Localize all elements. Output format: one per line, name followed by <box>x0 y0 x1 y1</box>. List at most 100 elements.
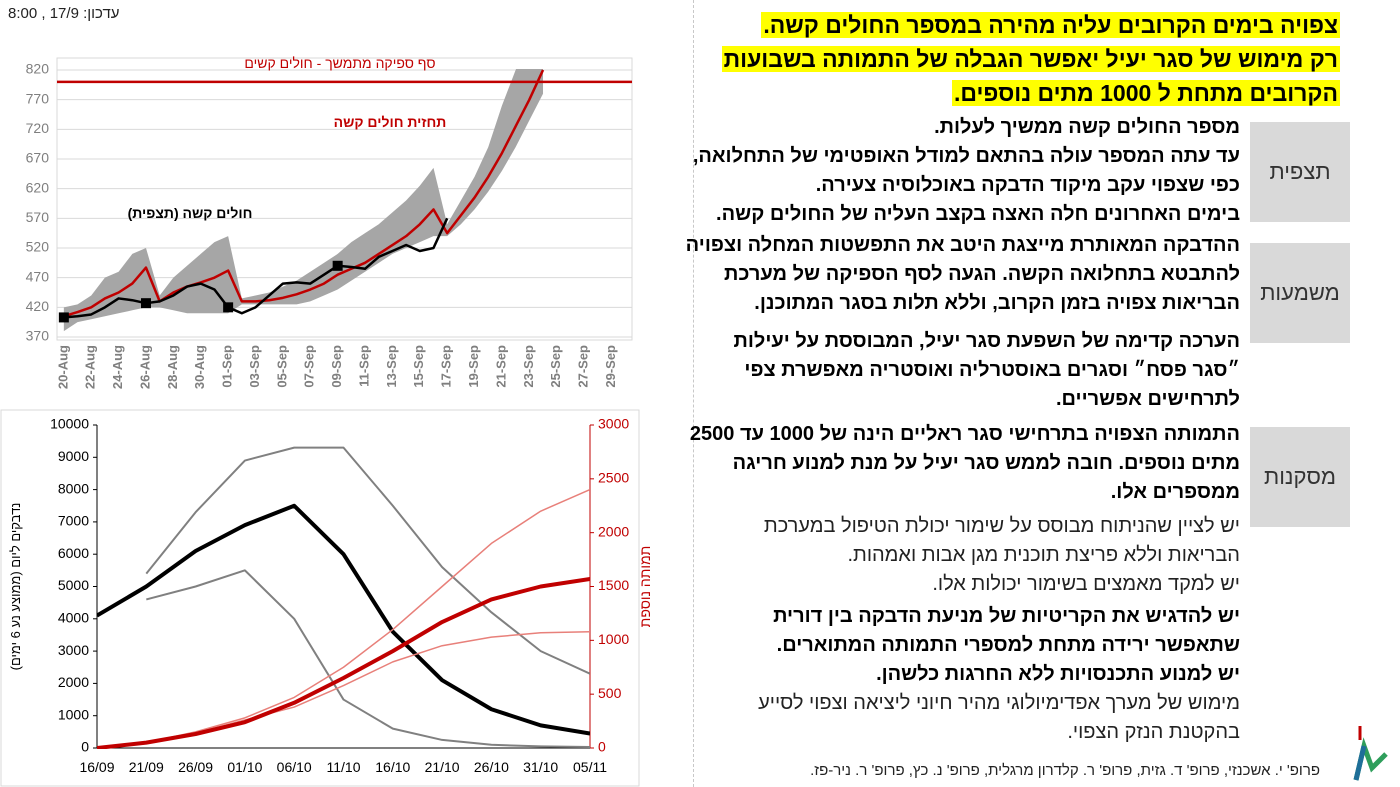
text-line: ההדבקה המאותרת מייצגת היטב את התפשטות המ… <box>685 234 1240 256</box>
annotation: תחזית חולים קשה <box>334 114 447 130</box>
series-line <box>146 569 590 749</box>
observed-marker <box>58 312 69 323</box>
y-tick-label: 720 <box>26 120 50 136</box>
x-tick-label: 26-Aug <box>137 345 152 389</box>
x-tick-label: 06/10 <box>277 759 312 775</box>
text-line: מתים נוספים. חובה לממש סגר יעיל על מנת ל… <box>732 452 1240 474</box>
x-tick-label: 15-Sep <box>411 345 426 388</box>
y-tick-label: 6000 <box>58 545 89 561</box>
y-tick-label: 7000 <box>58 513 89 529</box>
text-line: עד עתה המספר עולה בהתאם למודל האופטימי ש… <box>692 145 1240 167</box>
x-tick-label: 19-Sep <box>466 345 481 388</box>
chart-frame <box>0 409 640 787</box>
x-tick-label: 09-Sep <box>329 345 344 388</box>
observed-marker <box>140 298 151 309</box>
y2-tick-label: 1000 <box>598 631 629 647</box>
x-tick-label: 27-Sep <box>576 345 591 388</box>
y-tick-label: 4000 <box>58 610 89 626</box>
plot <box>63 69 545 332</box>
y-tick-label: 470 <box>26 268 50 284</box>
y-tick-label: 10000 <box>50 416 89 432</box>
text-line: שתאפשר ירידה מתחת למספרי התמותה המתוארים… <box>776 634 1240 656</box>
series-line <box>63 69 545 318</box>
text-line: ממספרים אלו. <box>1110 481 1240 503</box>
text-line: יש למקד מאמצים בשימור יכולות אלו. <box>932 573 1240 595</box>
annotation: חולים קשה (תצפית) <box>128 205 253 221</box>
x-tick-label: 17-Sep <box>439 345 454 388</box>
capacity-label: סף ספיקה מתמשך - חולים קשים <box>244 55 435 71</box>
header-line: הקרובים מתחת ל 1000 מתים נוספים. <box>951 80 1340 107</box>
observed-marker <box>332 260 343 271</box>
header-text: רק מימוש של סגר יעיל יאפשר הגבלה של התמו… <box>721 46 1340 72</box>
x-tick-label: 11-Sep <box>356 345 371 387</box>
x-tick-label: 30-Aug <box>192 345 207 389</box>
text-line: בהקטנת הנזק הצפוי. <box>1067 721 1240 743</box>
x-tick-label: 05-Sep <box>274 345 289 388</box>
footer: פרופ' י. אשכנזי, פרופ' ד. גזית, פרופ' ר.… <box>810 762 1320 779</box>
logo <box>1353 726 1388 781</box>
y2-tick-label: 3000 <box>598 416 629 432</box>
text-line: הערכה קדימה של השפעת סגר יעיל, המבוססת ע… <box>733 330 1240 352</box>
text-line: מספר החולים קשה ממשיך לעלות. <box>934 116 1240 138</box>
y-tick-label: 570 <box>26 209 50 225</box>
section-label: תצפית <box>1250 122 1350 222</box>
section-label: מסקנות <box>1250 427 1350 527</box>
y-tick-label: 520 <box>26 239 50 255</box>
x-tick-label: 11/10 <box>327 759 361 775</box>
x-tick-label: 05/11 <box>573 759 607 775</box>
x-tick-label: 16/10 <box>375 759 410 775</box>
text-line: כפי שצפוי עקב מיקוד הדבקה באוכלוסיה צעיר… <box>815 174 1240 196</box>
series-line <box>97 488 590 749</box>
y-tick-label: 770 <box>26 90 50 106</box>
series-line <box>145 446 590 675</box>
text-line: להתבטא בתחלואה הקשה. הגעה לסף הספיקה של … <box>724 263 1240 285</box>
text-line: הבריאות וללא פריצת תוכנית מגן אבות ואמהו… <box>847 544 1240 566</box>
update-time: עדכון: 17/9 , 8:00 <box>8 5 120 22</box>
y-tick-label: 1000 <box>58 706 89 722</box>
charts: 370 420 470 520 570 620 670 720 770 820 20-Aug 22-A… <box>0 55 653 787</box>
y-tick-label: 370 <box>26 328 50 344</box>
section-label: משמעות <box>1250 243 1350 343</box>
y-tick-label: 2000 <box>58 674 89 690</box>
y-tick-label: 3000 <box>58 642 89 658</box>
x-tick-label: 26/10 <box>474 759 509 775</box>
x-tick-label: 21/10 <box>425 759 460 775</box>
x-tick-label: 29-Sep <box>603 345 618 388</box>
y2-tick-label: 2000 <box>598 523 629 539</box>
y2-axis-title: תמותה נוספת <box>637 546 653 628</box>
y-axis-title: נדבקים ליום (ממוצע נע 6 ימים) <box>8 503 23 671</box>
series-line <box>63 217 449 319</box>
y-tick-label: 420 <box>26 298 50 314</box>
x-tick-label: 16/09 <box>79 759 114 775</box>
y-tick-label: 9000 <box>58 448 89 464</box>
observed-marker <box>223 302 234 313</box>
x-tick-label: 03-Sep <box>247 345 262 388</box>
x-tick-label: 31/10 <box>523 759 558 775</box>
series-line <box>97 503 590 736</box>
y-tick-label: 620 <box>26 179 50 195</box>
x-tick-label: 22-Aug <box>83 345 98 389</box>
text-line: לתרחישים אפשריים. <box>1056 388 1240 410</box>
text-line: יש להדגיש את הקריטיות של מניעת הדבקה בין… <box>773 605 1240 627</box>
text-line: בימים האחרונים חלה האצה בקצב העליה של הח… <box>716 203 1240 225</box>
chart-frame <box>56 57 633 341</box>
x-tick-label: 26/09 <box>178 759 213 775</box>
x-tick-label: 13-Sep <box>384 345 399 388</box>
y2-tick-label: 1500 <box>598 577 629 593</box>
text-line: הבריאות צפויה בזמן הקרוב, וללא תלות בסגר… <box>754 292 1240 314</box>
y-tick-label: 5000 <box>58 577 89 593</box>
y2-tick-label: 0 <box>598 739 606 755</box>
x-tick-label: 24-Aug <box>110 345 125 389</box>
text-line: יש לציין שהניתוח מבוסס על שימור יכולת הט… <box>763 515 1240 537</box>
header-line: צפויה בימים הקרובים עליה מהירה במספר החו… <box>761 12 1340 39</box>
x-tick-label: 23-Sep <box>521 345 536 388</box>
x-tick-label: 01-Sep <box>220 345 235 388</box>
x-tick-label: 21-Sep <box>493 345 508 388</box>
x-tick-label: 25-Sep <box>548 345 563 388</box>
plot <box>97 446 590 749</box>
x-tick-label: 07-Sep <box>302 345 317 388</box>
x-tick-label: 20-Aug <box>55 345 70 389</box>
header-line: רק מימוש של סגר יעיל יאפשר הגבלה של התמו… <box>721 46 1340 73</box>
divider <box>693 0 694 787</box>
